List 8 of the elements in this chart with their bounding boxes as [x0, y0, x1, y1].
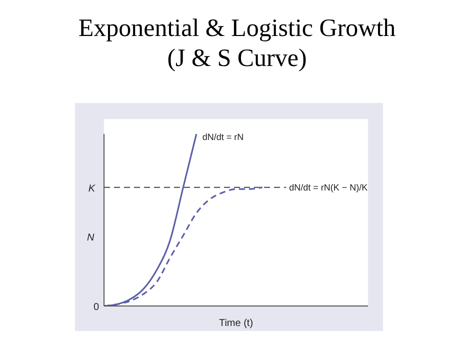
text: 0	[93, 302, 100, 313]
annotation: dN/dt = rN	[202, 132, 244, 142]
annotation: dN/dt = rN(K − N)/K	[289, 182, 368, 192]
chart-title: Exponential & Logistic Growth	[77, 14, 397, 44]
y-axis-title: N	[87, 232, 95, 244]
x-axis-title: Time (t)	[218, 318, 254, 329]
chart-subtitle: (J & S Curve)	[166, 44, 308, 74]
ref-line-label: K	[88, 183, 96, 194]
